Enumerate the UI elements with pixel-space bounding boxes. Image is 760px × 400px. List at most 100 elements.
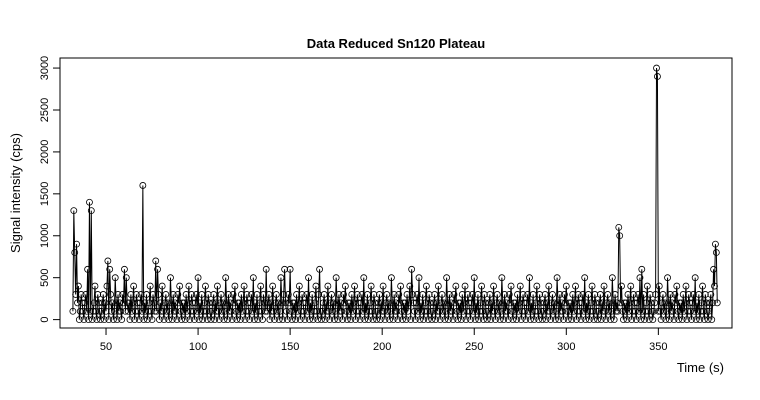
data-point <box>111 274 119 282</box>
data-point <box>177 307 184 315</box>
data-point <box>524 291 532 298</box>
data-point <box>84 265 92 273</box>
data-point <box>109 299 116 307</box>
data-point <box>151 307 159 315</box>
data-point <box>200 307 208 315</box>
data-point <box>238 307 246 315</box>
data-point <box>225 307 233 315</box>
data-point <box>191 299 199 307</box>
data-point <box>661 299 669 307</box>
data-point <box>418 307 426 315</box>
data-point <box>681 299 689 307</box>
data-point <box>236 299 243 307</box>
data-point <box>676 299 683 307</box>
data-point <box>303 291 311 298</box>
data-point <box>439 307 447 315</box>
data-point <box>611 291 619 298</box>
data-point <box>277 274 285 282</box>
data-point <box>507 282 515 290</box>
data-point <box>588 282 596 290</box>
data-point <box>257 282 265 290</box>
data-point <box>600 282 608 290</box>
data-point <box>88 316 96 324</box>
data-point <box>179 307 187 315</box>
data-point <box>113 316 121 324</box>
data-point <box>665 299 672 307</box>
data-point <box>535 316 543 324</box>
data-point <box>379 282 387 290</box>
data-point <box>285 299 293 307</box>
data-point <box>212 299 219 307</box>
data-point <box>98 299 106 307</box>
data-point <box>641 316 648 324</box>
data-point <box>509 316 517 324</box>
data-point <box>230 299 238 307</box>
data-point <box>454 316 462 324</box>
chart-title: Data Reduced Sn120 Plateau <box>307 36 486 51</box>
data-point <box>694 307 702 315</box>
data-point <box>248 307 256 315</box>
data-point <box>625 307 633 315</box>
data-point <box>678 316 686 324</box>
y-axis-label: Signal intensity (cps) <box>8 133 23 253</box>
data-point <box>546 307 554 315</box>
data-point <box>382 299 390 307</box>
y-tick-label: 0 <box>39 317 51 323</box>
data-point <box>527 316 534 324</box>
data-point <box>513 316 520 324</box>
data-point <box>279 316 287 324</box>
data-point <box>451 299 459 307</box>
data-point <box>711 282 718 290</box>
data-point <box>395 291 403 298</box>
data-point <box>251 299 259 307</box>
data-point <box>573 307 581 315</box>
data-point <box>94 291 102 298</box>
data-point <box>223 299 231 307</box>
data-point <box>283 307 290 315</box>
data-point <box>323 307 331 315</box>
data-point <box>689 291 697 298</box>
data-point <box>234 299 242 307</box>
data-point <box>452 282 460 290</box>
data-point <box>173 316 181 324</box>
x-tick-label: 100 <box>189 341 207 353</box>
data-point <box>534 307 542 315</box>
data-point <box>165 316 173 324</box>
x-axis-label: Time (s) <box>677 360 724 375</box>
data-point <box>713 299 721 307</box>
data-point <box>125 299 133 307</box>
data-point <box>119 291 126 298</box>
data-point <box>556 291 564 298</box>
plot-frame <box>59 57 733 329</box>
data-point <box>241 316 249 324</box>
data-point <box>561 291 568 298</box>
data-point <box>114 291 122 298</box>
data-point <box>270 307 277 315</box>
data-point <box>291 299 299 307</box>
data-point <box>324 282 332 290</box>
data-point <box>226 299 234 307</box>
data-point <box>321 316 329 324</box>
data-point <box>647 299 655 307</box>
data-point <box>645 316 653 324</box>
data-point <box>72 291 80 298</box>
data-point <box>596 291 604 298</box>
data-point <box>490 282 497 290</box>
data-point <box>464 291 472 298</box>
data-point <box>450 291 458 298</box>
data-point <box>331 307 339 315</box>
data-point <box>619 316 627 324</box>
x-tick-label: 300 <box>557 341 575 353</box>
data-point <box>506 299 514 307</box>
data-point <box>472 299 480 307</box>
data-point <box>185 282 193 290</box>
data-point <box>371 299 379 307</box>
data-point <box>361 316 369 324</box>
data-point <box>210 291 218 298</box>
data-point <box>121 307 129 315</box>
data-point <box>169 291 177 298</box>
data-point <box>342 307 350 315</box>
data-point <box>663 307 671 315</box>
data-point <box>87 207 95 215</box>
